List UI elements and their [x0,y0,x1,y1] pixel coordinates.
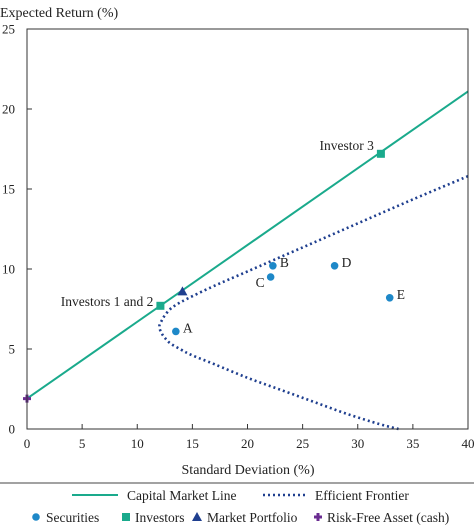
security-point-e [385,294,394,302]
security-label-a: A [183,320,193,335]
x-tick-label-25: 25 [296,436,309,451]
x-tick-label-0: 0 [24,436,31,451]
x-tick-label-5: 5 [79,436,86,451]
efficient-frontier [157,175,469,431]
x-tick-label-40: 40 [462,436,474,451]
security-point-d [330,262,339,270]
y-tick-label-20: 20 [2,102,15,117]
plot-frame [26,28,469,430]
plot-area: A BC D E Investors 1 and 2 Investor 3 [23,90,469,431]
x-tick-label-20: 20 [241,436,254,451]
legend-label-market-portfolio: Market Portfolio [207,510,298,525]
investor-point-investor-3 [376,149,385,158]
y-tick-label-5: 5 [9,342,16,357]
legend-marker-risk-free-asset [314,513,322,521]
market-portfolio-point [177,286,188,296]
legend-label-efficient-frontier: Efficient Frontier [315,488,409,503]
legend-label-investors: Investors [135,510,185,525]
investor-point-investors-1-and-2 [156,301,165,310]
legend-item-securities: Securities [32,510,99,525]
legend-marker-investors [122,513,130,521]
y-axis-title: Expected Return (%) [0,6,119,21]
capital-market-line [26,90,469,400]
y-tick-label-10: 10 [2,262,15,277]
legend-label-securities: Securities [46,510,99,525]
security-label-e: E [397,287,405,302]
legend-item-efficient-frontier: Efficient Frontier [263,488,409,503]
investor-label-investor-3: Investor 3 [320,138,375,153]
legend-item-risk-free-asset: Risk-Free Asset (cash) [314,510,449,525]
security-label-b: B [280,255,289,270]
legend-label-risk-free-asset: Risk-Free Asset (cash) [327,510,449,525]
security-point-c [266,273,275,281]
investor-label-investors-1-and-2: Investors 1 and 2 [61,294,154,309]
legend-label-capital-market-line: Capital Market Line [127,488,236,503]
x-tick-label-10: 10 [131,436,144,451]
legend-marker-market-portfolio [192,512,202,521]
legend-marker-securities [32,513,40,521]
security-point-b [269,262,277,270]
y-tick-label-25: 25 [2,22,15,37]
security-label-d: D [342,255,352,270]
x-tick-label-30: 30 [351,436,364,451]
security-point-a [172,327,180,336]
y-tick-label-0: 0 [9,422,16,437]
x-axis-title: Standard Deviation (%) [182,463,315,478]
x-axis-ticks: 0 5 10 15 20 25 30 35 40 [24,424,474,451]
legend-item-investors: Investors [122,510,185,525]
x-tick-label-35: 35 [406,436,419,451]
legend-item-market-portfolio: Market Portfolio [192,510,298,525]
legend: Capital Market Line Efficient Frontier S… [32,488,449,525]
legend-item-capital-market-line: Capital Market Line [72,488,236,503]
security-label-c: C [256,275,265,290]
y-tick-label-15: 15 [2,182,15,197]
x-tick-label-15: 15 [186,436,199,451]
